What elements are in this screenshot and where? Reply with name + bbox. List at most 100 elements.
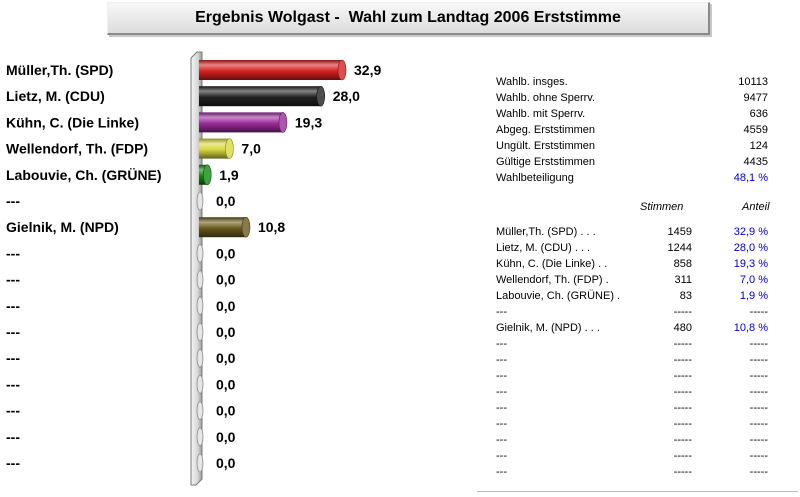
stat-row: Wahlb. insges. 10113 (472, 74, 798, 90)
category-label: --- (6, 403, 20, 419)
stat-row: Abgeg. Erststimmen 4559 (472, 122, 798, 138)
stat-value: 10113 (738, 76, 768, 88)
stat-value: 9477 (743, 92, 768, 104)
share-value: 7,0 % (739, 274, 768, 286)
result-row: Kühn, C. (Die Linke) . . 858 19,3 % (472, 256, 798, 272)
bar (196, 270, 204, 290)
stimmen-header: Stimmen (640, 201, 684, 213)
bar (199, 59, 347, 81)
category-label: Wellendorf, Th. (FDP) (6, 141, 148, 157)
value-label: 7,0 (241, 141, 261, 157)
candidate-name: --- (496, 402, 507, 414)
stat-value: 636 (749, 108, 768, 120)
category-label: --- (6, 272, 20, 288)
category-label: --- (6, 324, 20, 340)
value-label: 0,0 (216, 324, 236, 340)
share-value: ----- (749, 466, 768, 478)
stat-value: 48,1 % (733, 172, 768, 184)
bar (199, 164, 212, 186)
category-label: --- (6, 455, 20, 471)
category-label: --- (6, 298, 20, 314)
candidate-name: --- (496, 370, 507, 382)
candidate-name: --- (496, 338, 507, 350)
share-value: ----- (749, 338, 768, 350)
result-row: Lietz, M. (CDU) . . . 1244 28,0 % (472, 240, 798, 256)
votes-value: ----- (673, 466, 692, 478)
share-value: ----- (749, 450, 768, 462)
share-value: ----- (749, 434, 768, 446)
value-label: 0,0 (216, 376, 236, 392)
bar (199, 138, 234, 159)
value-label: 0,0 (216, 193, 236, 209)
share-value: 28,0 % (733, 242, 768, 254)
result-row: Wellendorf, Th. (FDP) . 311 7,0 % (472, 272, 798, 288)
stats-panel: Wahlb. insges. 10113 Wahlb. ohne Sperrv. 94… (472, 74, 798, 186)
votes-value: 83 (679, 290, 692, 302)
votes-value: 480 (673, 322, 692, 334)
stat-value: 4559 (743, 124, 768, 136)
category-label: --- (6, 429, 20, 445)
stat-row: Wahlbeteiligung 48,1 % (472, 170, 798, 186)
share-value: 1,9 % (739, 290, 768, 302)
result-row: --- ----- ----- (472, 384, 798, 400)
value-label: 32,9 (354, 62, 381, 78)
category-label: Kühn, C. (Die Linke) (6, 114, 139, 130)
share-value: 10,8 % (733, 322, 768, 334)
stat-label: Wahlbeteiligung (496, 172, 574, 184)
votes-value: ----- (673, 418, 692, 430)
bar (196, 296, 204, 316)
value-label: 28,0 (333, 88, 360, 104)
stat-label: Gültige Erststimmen (496, 156, 596, 168)
candidate-name: --- (496, 466, 507, 478)
bar (199, 112, 288, 133)
stat-row: Wahlb. mit Sperrv. 636 (472, 106, 798, 122)
value-label: 0,0 (216, 298, 236, 314)
category-label: Gielnik, M. (NPD) (6, 219, 119, 235)
share-value: 19,3 % (733, 258, 768, 270)
votes-value: ----- (673, 386, 692, 398)
share-value: ----- (749, 370, 768, 382)
bar-chart: Müller,Th. (SPD) 32,9 Lietz, M. (CDU) 28,0 K… (6, 51, 381, 486)
value-label: 0,0 (216, 429, 236, 445)
results-panel: Müller,Th. (SPD) . . . 1459 32,9 % Lietz, M… (472, 224, 798, 480)
votes-value: 311 (674, 274, 692, 286)
bar (196, 374, 204, 394)
stat-value: 4435 (743, 156, 768, 168)
result-row: --- ----- ----- (472, 416, 798, 432)
result-row: --- ----- ----- (472, 432, 798, 448)
category-label: --- (6, 193, 20, 209)
category-label: --- (6, 245, 20, 261)
votes-value: 1459 (667, 226, 692, 238)
votes-value: 1244 (667, 242, 692, 254)
bar (196, 191, 204, 211)
result-row: --- ----- ----- (472, 352, 798, 368)
bar (196, 453, 204, 473)
stat-label: Wahlb. mit Sperrv. (496, 108, 586, 120)
stat-label: Wahlb. ohne Sperrv. (496, 92, 596, 104)
share-value: ----- (749, 306, 768, 318)
chart-title: Ergebnis Wolgast - Wahl zum Landtag 2006… (107, 2, 710, 35)
share-value: ----- (749, 402, 768, 414)
anteil-header: Anteil (742, 201, 770, 213)
result-row: Labouvie, Ch. (GRÜNE) . 83 1,9 % (472, 288, 798, 304)
result-row: --- ----- ----- (472, 400, 798, 416)
stat-row: Gültige Erststimmen 4435 (472, 154, 798, 170)
result-row: --- ----- ----- (472, 304, 798, 320)
bar (196, 243, 204, 263)
candidate-name: --- (496, 434, 507, 446)
candidate-name: --- (496, 306, 507, 318)
divider (477, 491, 798, 492)
candidate-name: Lietz, M. (CDU) . . . (496, 242, 591, 254)
category-label: Müller,Th. (SPD) (6, 62, 113, 78)
bar (196, 427, 204, 447)
candidate-name: --- (496, 386, 507, 398)
candidate-name: Wellendorf, Th. (FDP) . (496, 274, 609, 286)
result-row: Müller,Th. (SPD) . . . 1459 32,9 % (472, 224, 798, 240)
value-label: 0,0 (216, 245, 236, 261)
category-label: --- (6, 350, 20, 366)
votes-value: ----- (673, 402, 692, 414)
result-row: --- ----- ----- (472, 368, 798, 384)
stat-row: Wahlb. ohne Sperrv. 9477 (472, 90, 798, 106)
votes-value: ----- (673, 450, 692, 462)
votes-value: ----- (673, 354, 692, 366)
